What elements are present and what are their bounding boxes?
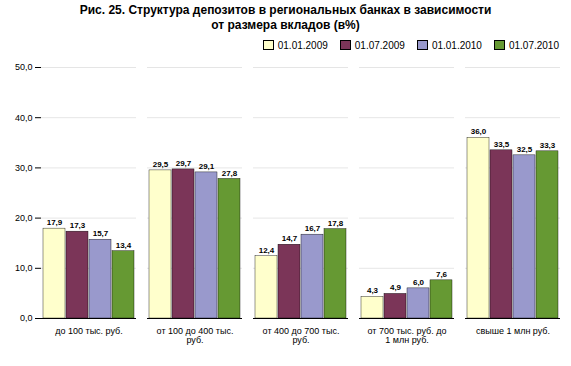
svg-text:29,1: 29,1 (199, 162, 215, 171)
svg-text:7,6: 7,6 (436, 270, 448, 279)
svg-text:от 400 до 700 тыс.руб.: от 400 до 700 тыс.руб. (263, 326, 340, 345)
svg-text:4,3: 4,3 (367, 286, 379, 295)
svg-text:13,4: 13,4 (116, 241, 132, 250)
svg-text:17,9: 17,9 (47, 218, 63, 227)
html-text:01.01.2010: 01.01.2010 (431, 39, 482, 51)
html-text:01.07.2010: 01.07.2010 (508, 39, 559, 51)
svg-text:17,3: 17,3 (70, 221, 86, 230)
svg-text:0,0: 0,0 (20, 313, 33, 323)
svg-text:32,5: 32,5 (517, 145, 533, 154)
svg-text:6,0: 6,0 (413, 278, 425, 287)
svg-text:33,3: 33,3 (540, 141, 556, 150)
svg-text:20,0: 20,0 (15, 213, 33, 223)
svg-text:15,7: 15,7 (93, 229, 109, 238)
svg-text:17,8: 17,8 (328, 219, 344, 228)
svg-text:29,7: 29,7 (176, 159, 192, 168)
svg-text:12,4: 12,4 (259, 246, 275, 255)
html-text:Рис. 25. Структура депозитов в: Рис. 25. Структура депозитов в региональ… (79, 3, 492, 32)
svg-text:4,9: 4,9 (390, 283, 402, 292)
svg-text:33,5: 33,5 (494, 140, 510, 149)
svg-text:10,0: 10,0 (15, 263, 33, 273)
svg-text:40,0: 40,0 (15, 113, 33, 123)
html-text:01.07.2009: 01.07.2009 (354, 39, 405, 51)
svg-text:16,7: 16,7 (305, 224, 321, 233)
svg-text:27,8: 27,8 (222, 169, 238, 178)
svg-text:14,7: 14,7 (282, 234, 298, 243)
svg-text:29,5: 29,5 (153, 160, 169, 169)
svg-text:30,0: 30,0 (15, 163, 33, 173)
svg-text:36,0: 36,0 (471, 127, 487, 136)
svg-text:50,0: 50,0 (15, 62, 33, 72)
svg-text:от 100 до 400 тыс.руб.: от 100 до 400 тыс.руб. (157, 326, 234, 345)
svg-text:от 700 тыс. руб. до1 млн руб.: от 700 тыс. руб. до1 млн руб. (368, 326, 447, 345)
svg-text:до 100 тыс. руб.: до 100 тыс. руб. (55, 326, 123, 336)
svg-text:свыше 1 млн руб.: свыше 1 млн руб. (476, 326, 550, 336)
html-text:01.01.2009: 01.01.2009 (277, 39, 328, 51)
